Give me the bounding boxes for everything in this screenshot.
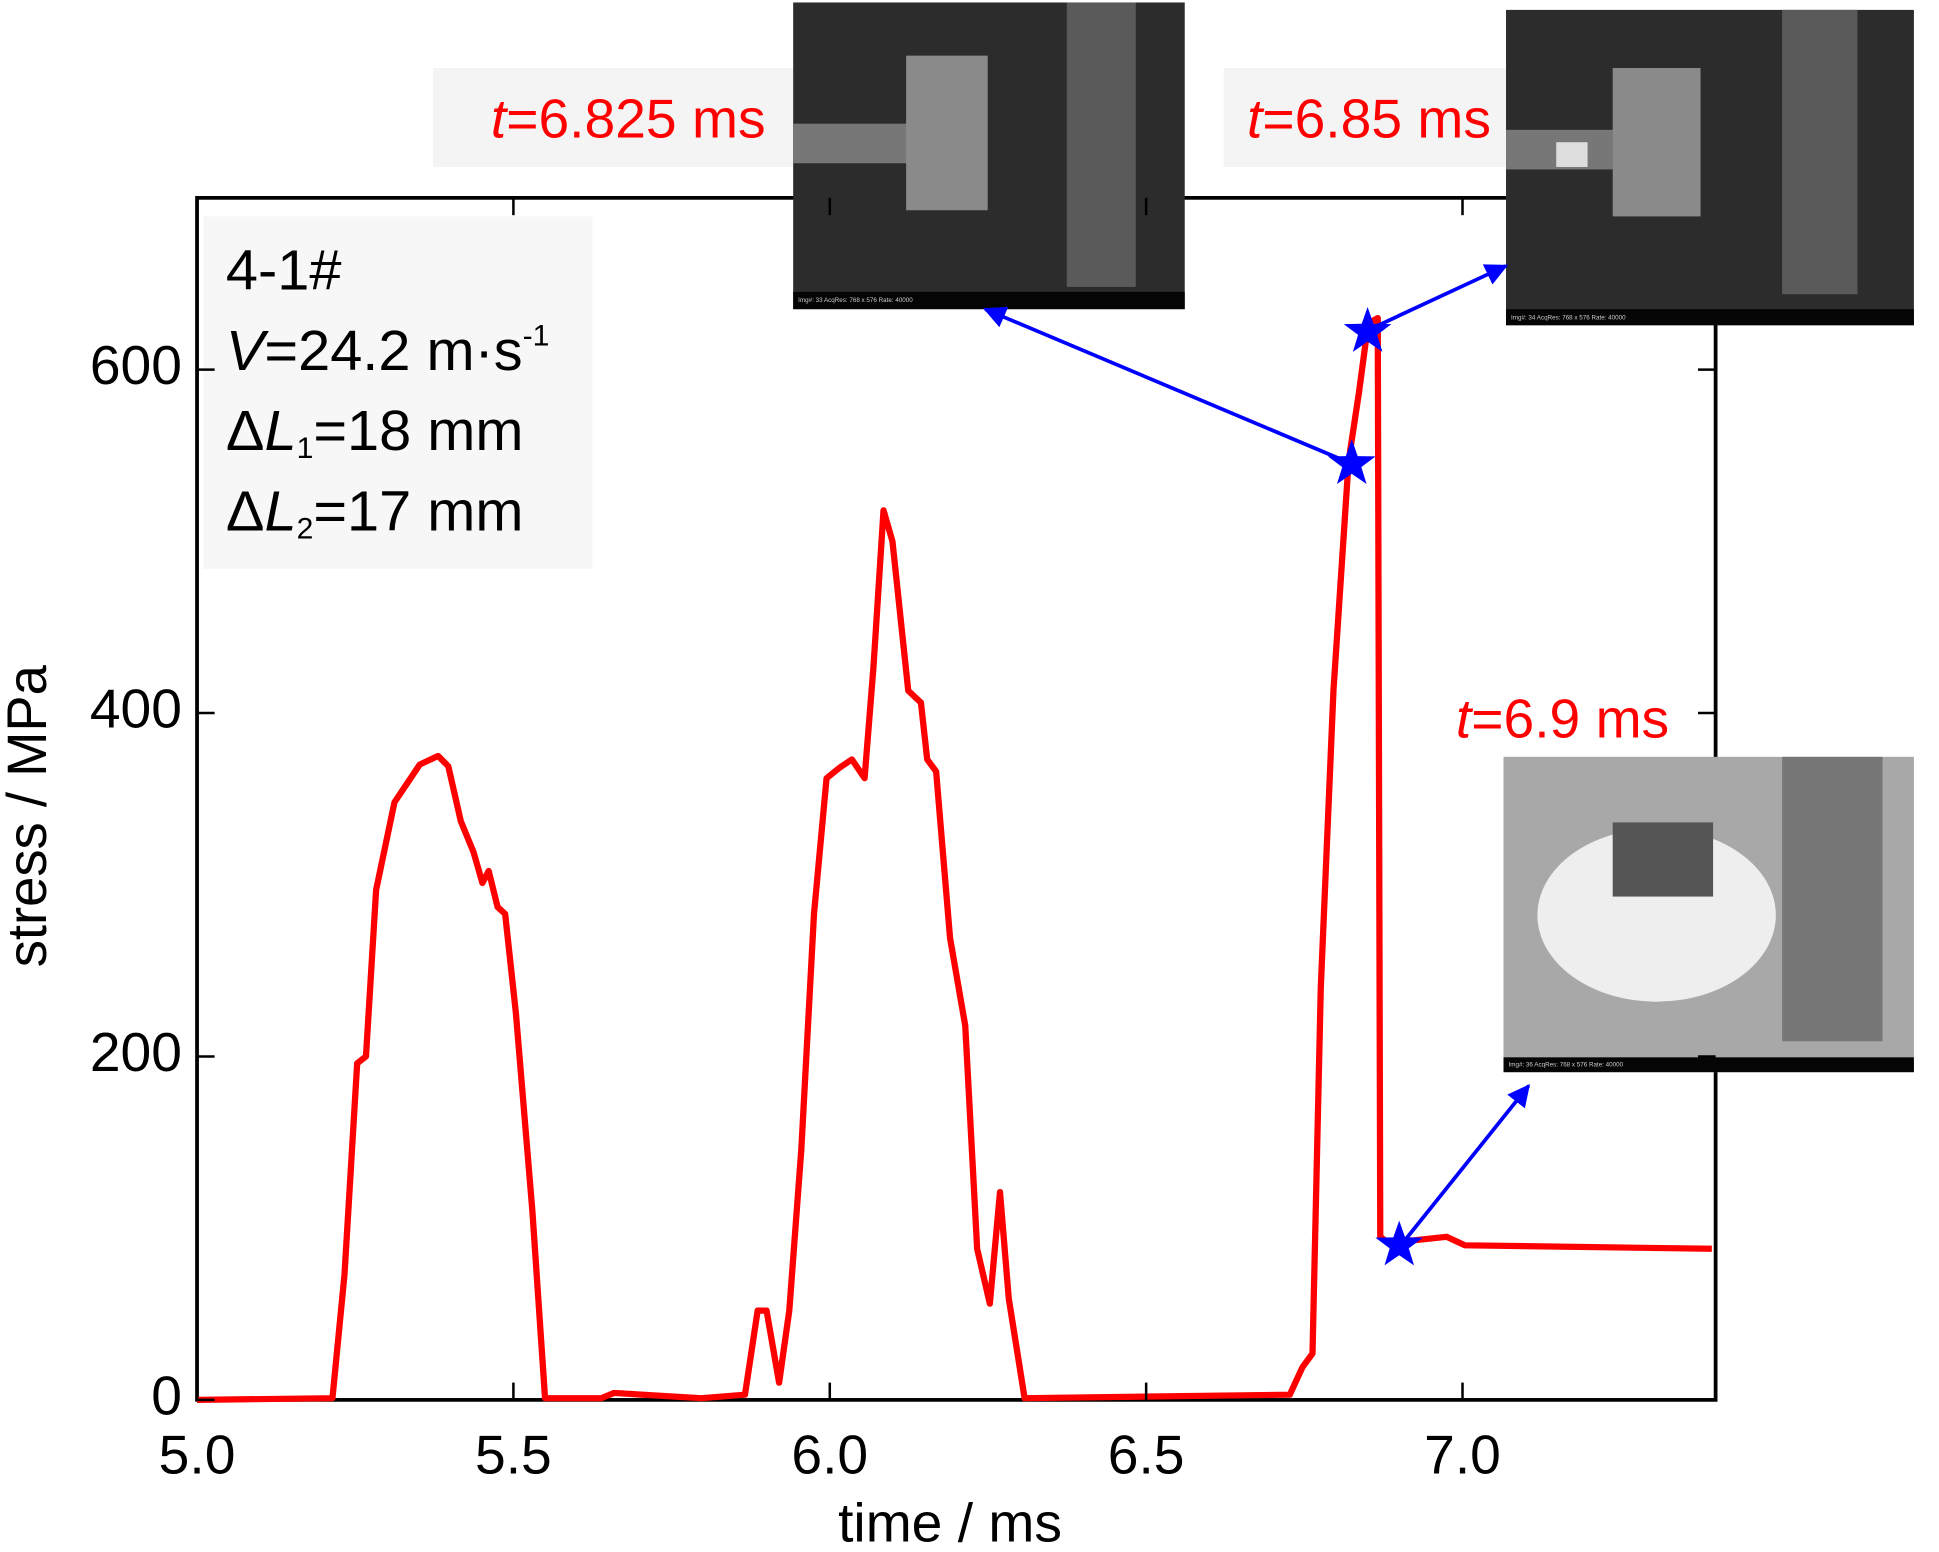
photo-caption: Img#: 34 AcqRes: 768 x 576 Rate: 40000 xyxy=(1511,314,1626,321)
photo-caption: Img#: 36 AcqRes: 768 x 576 Rate: 40000 xyxy=(1509,1061,1624,1068)
label-bg xyxy=(432,68,794,167)
annotation: ΔL1=18 mm xyxy=(226,400,524,465)
photo: Img#: 33 AcqRes: 768 x 576 Rate: 40000 xyxy=(793,2,1185,310)
time-label: t=6.9 ms xyxy=(1456,688,1669,750)
y-tick-label: 200 xyxy=(90,1021,182,1083)
y-tick-label: 0 xyxy=(151,1365,182,1427)
x-tick-label: 6.5 xyxy=(1108,1424,1185,1486)
y-axis-label: stress / MPa xyxy=(0,665,58,968)
photo-caption: Img#: 33 AcqRes: 768 x 576 Rate: 40000 xyxy=(798,297,913,304)
time-label: t=6.85 ms xyxy=(1247,88,1491,150)
x-tick-label: 6.0 xyxy=(791,1424,868,1486)
x-tick-label: 7.0 xyxy=(1424,1424,1501,1486)
star-marker xyxy=(1343,307,1392,352)
time-label: t=6.825 ms xyxy=(491,88,766,150)
annotation: 4-1# xyxy=(226,239,342,303)
arrow xyxy=(1400,1084,1531,1246)
arrow xyxy=(983,306,1353,466)
x-tick-label: 5.5 xyxy=(475,1424,552,1486)
annotation: ΔL2=17 mm xyxy=(226,480,524,545)
x-tick-label: 5.0 xyxy=(159,1424,236,1486)
annotation-box xyxy=(203,216,593,569)
label-bg xyxy=(1223,68,1507,167)
data-line xyxy=(196,314,1712,1403)
x-axis-label: time / ms xyxy=(838,1492,1062,1552)
photo: Img#: 36 AcqRes: 768 x 576 Rate: 40000 xyxy=(1503,756,1914,1073)
photo: Img#: 34 AcqRes: 768 x 576 Rate: 40000 xyxy=(1506,9,1914,326)
annotation: V=24.2 m·s-1 xyxy=(226,319,550,383)
y-tick-label: 400 xyxy=(90,678,182,740)
y-tick-label: 600 xyxy=(90,334,182,396)
arrow xyxy=(1369,264,1509,331)
star-marker xyxy=(1375,1220,1424,1266)
star-marker xyxy=(1327,439,1376,485)
